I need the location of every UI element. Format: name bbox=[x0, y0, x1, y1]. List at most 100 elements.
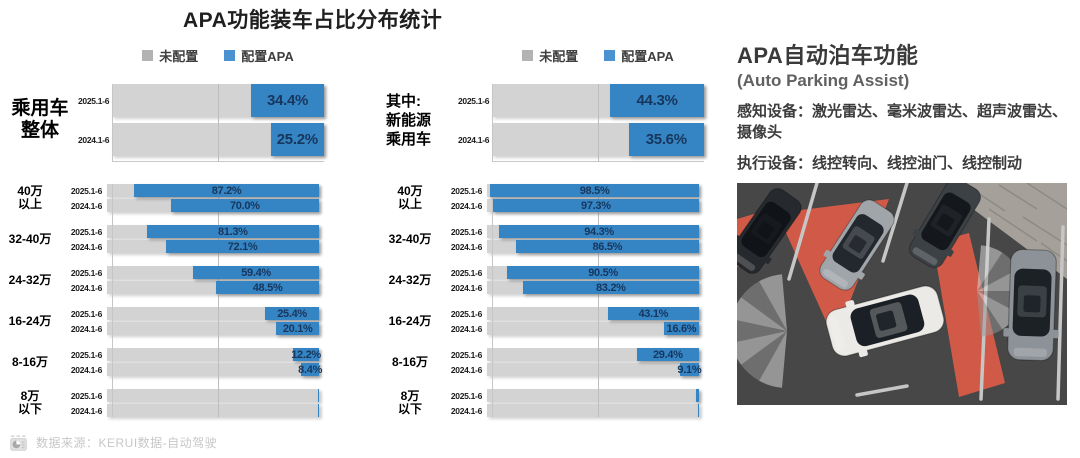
segment-rows: 2025.1-6 2024.1-6 bbox=[438, 389, 699, 417]
data-source-text: 数据来源：KERUI数据-自动驾驶 bbox=[36, 436, 218, 450]
bar-track: 90.5% bbox=[487, 266, 699, 279]
segment-label: 32-40万 bbox=[382, 232, 438, 246]
segment-label: 8-16万 bbox=[382, 355, 438, 369]
bar-row: 2024.1-6 25.2% bbox=[78, 123, 324, 156]
bar-row: 2025.1-6 90.5% bbox=[438, 266, 699, 279]
bar-track: 70.0% bbox=[107, 199, 319, 212]
bar-row: 2024.1-6 8.4% bbox=[58, 363, 323, 376]
segment-pair: 32-40万 2025.1-6 94.3% 2024.1-6 86.5% bbox=[382, 225, 704, 253]
period-label: 2025.1-6 bbox=[70, 185, 102, 196]
segment-label: 40万 以上 bbox=[2, 185, 58, 211]
bar-track: 25.4% bbox=[107, 307, 319, 320]
segment-label-line: 以上 bbox=[397, 197, 422, 211]
segment-label: 8万 以下 bbox=[382, 390, 438, 416]
gridline-50pct bbox=[598, 184, 599, 417]
bar-fill: 97.3% bbox=[492, 199, 699, 212]
bar-fill: 29.4% bbox=[636, 348, 699, 361]
bar-row: 2025.1-6 98.5% bbox=[438, 184, 699, 197]
segment-label-line: 8万 bbox=[20, 389, 40, 403]
segment-label: 24-32万 bbox=[382, 272, 438, 287]
legend-label: 未配置 bbox=[539, 49, 579, 64]
bar-value-label: 25.4% bbox=[277, 307, 307, 320]
segment-label-line: 8万 bbox=[400, 389, 420, 403]
period-label: 2024.1-6 bbox=[70, 405, 102, 416]
gridline-50pct bbox=[218, 84, 219, 162]
segment-rows: 2025.1-6 2024.1-6 bbox=[58, 389, 319, 417]
bar-chart-nev-passenger: 未配置 配置APA 其中: 新能源 乘用车 2025.1-6 44.3% 2024.1-6 35… bbox=[382, 46, 704, 430]
bar-fill: 81.3% bbox=[146, 225, 319, 238]
period-label: 2024.1-6 bbox=[450, 364, 482, 375]
overall-rows: 2025.1-6 34.4% 2024.1-6 25.2% bbox=[78, 84, 324, 156]
period-label: 2025.1-6 bbox=[450, 390, 482, 401]
segments-block: 40万 以上 2025.1-6 87.2% 2024.1-6 70.0% 32-40万 202… bbox=[2, 184, 324, 417]
bar-value-label: 97.3% bbox=[581, 199, 611, 212]
bar-fill: 12.2% bbox=[291, 348, 321, 361]
car bbox=[1003, 248, 1059, 362]
car bbox=[825, 285, 945, 357]
overall-block: 乘用车 整体 2025.1-6 34.4% 2024.1-6 25.2% bbox=[2, 84, 324, 162]
car bbox=[819, 199, 895, 291]
bar-fill: 34.4% bbox=[251, 84, 324, 117]
bar-row: 2024.1-6 83.2% bbox=[438, 281, 699, 294]
bar-value-label: 9.1% bbox=[677, 363, 702, 376]
overall-block: 其中: 新能源 乘用车 2025.1-6 44.3% 2024.1-6 35.6% bbox=[382, 84, 704, 162]
bar-track: 12.2% bbox=[107, 348, 321, 361]
bar-row: 2025.1-6 12.2% bbox=[58, 348, 321, 361]
bar-row: 2025.1-6 bbox=[438, 389, 699, 402]
bar-track: 48.5% bbox=[107, 281, 319, 294]
bar-row: 2024.1-6 bbox=[58, 404, 319, 417]
legend-item-configured: 配置APA bbox=[224, 46, 294, 65]
car bbox=[908, 182, 982, 268]
segment-pair: 40万 以上 2025.1-6 98.5% 2024.1-6 97.3% bbox=[382, 184, 704, 212]
bar-value-label: 43.1% bbox=[638, 307, 669, 320]
segment-pair: 16-24万 2025.1-6 43.1% 2024.1-6 16.6% bbox=[382, 307, 704, 335]
bar-value-label: 81.3% bbox=[217, 225, 248, 238]
group-label: 乘用车 整体 bbox=[2, 98, 78, 142]
bar-track bbox=[487, 404, 699, 417]
segment-label-line: 16-24万 bbox=[388, 313, 432, 328]
bar-value-label: 86.5% bbox=[592, 240, 623, 253]
bar-value-label: 44.3% bbox=[636, 92, 678, 109]
bar-row: 2025.1-6 87.2% bbox=[58, 184, 319, 197]
group-label-line: 新能源 bbox=[386, 111, 432, 129]
page-title: APA功能装车占比分布统计 bbox=[183, 9, 443, 32]
segment-pair: 24-32万 2025.1-6 90.5% 2024.1-6 83.2% bbox=[382, 266, 704, 294]
segment-label-line: 以下 bbox=[397, 402, 422, 416]
segment-rows: 2025.1-6 25.4% 2024.1-6 20.1% bbox=[58, 307, 319, 335]
segment-label-line: 以上 bbox=[17, 197, 42, 211]
bar-row: 2025.1-6 34.4% bbox=[78, 84, 324, 117]
bar-value-label: 83.2% bbox=[595, 281, 626, 294]
segment-pair: 32-40万 2025.1-6 81.3% 2024.1-6 72.1% bbox=[2, 225, 324, 253]
bar-fill bbox=[317, 404, 319, 417]
parking-overhead-photo bbox=[737, 182, 1067, 405]
segment-label-line: 24-32万 bbox=[388, 272, 432, 287]
period-label: 2025.1-6 bbox=[70, 226, 102, 237]
group-label-line: 其中: bbox=[386, 92, 421, 110]
period-label: 2024.1-6 bbox=[450, 282, 482, 293]
bar-row: 2024.1-6 48.5% bbox=[58, 281, 319, 294]
apa-panel-subtitle: (Auto Parking Assist) bbox=[737, 71, 910, 90]
segment-rows: 2025.1-6 94.3% 2024.1-6 86.5% bbox=[438, 225, 699, 253]
segment-pair: 16-24万 2025.1-6 25.4% 2024.1-6 20.1% bbox=[2, 307, 324, 335]
period-label: 2024.1-6 bbox=[70, 200, 102, 211]
segment-label-line: 以下 bbox=[17, 402, 42, 416]
bar-track bbox=[487, 389, 699, 402]
group-label: 其中: 新能源 乘用车 bbox=[382, 92, 458, 149]
bar-fill: 59.4% bbox=[193, 266, 319, 279]
bar-value-label: 8.4% bbox=[298, 363, 323, 376]
segment-label: 16-24万 bbox=[2, 314, 58, 328]
bar-track: 43.1% bbox=[487, 307, 699, 320]
bar-fill: 20.1% bbox=[276, 322, 319, 335]
legend-swatch-gray bbox=[522, 50, 534, 61]
bar-fill: 72.1% bbox=[166, 240, 319, 253]
segment-pair: 8万 以下 2025.1-6 2024.1-6 bbox=[382, 389, 704, 417]
gridline-50pct bbox=[598, 84, 599, 162]
segment-rows: 2025.1-6 81.3% 2024.1-6 72.1% bbox=[58, 225, 319, 253]
segment-label: 40万 以上 bbox=[382, 185, 438, 211]
bar-track bbox=[107, 389, 319, 402]
period-label: 2024.1-6 bbox=[450, 241, 482, 252]
axis-line bbox=[112, 84, 113, 162]
bar-row: 2025.1-6 44.3% bbox=[458, 84, 704, 117]
segment-rows: 2025.1-6 43.1% 2024.1-6 16.6% bbox=[438, 307, 699, 335]
bar-row: 2024.1-6 20.1% bbox=[58, 322, 319, 335]
